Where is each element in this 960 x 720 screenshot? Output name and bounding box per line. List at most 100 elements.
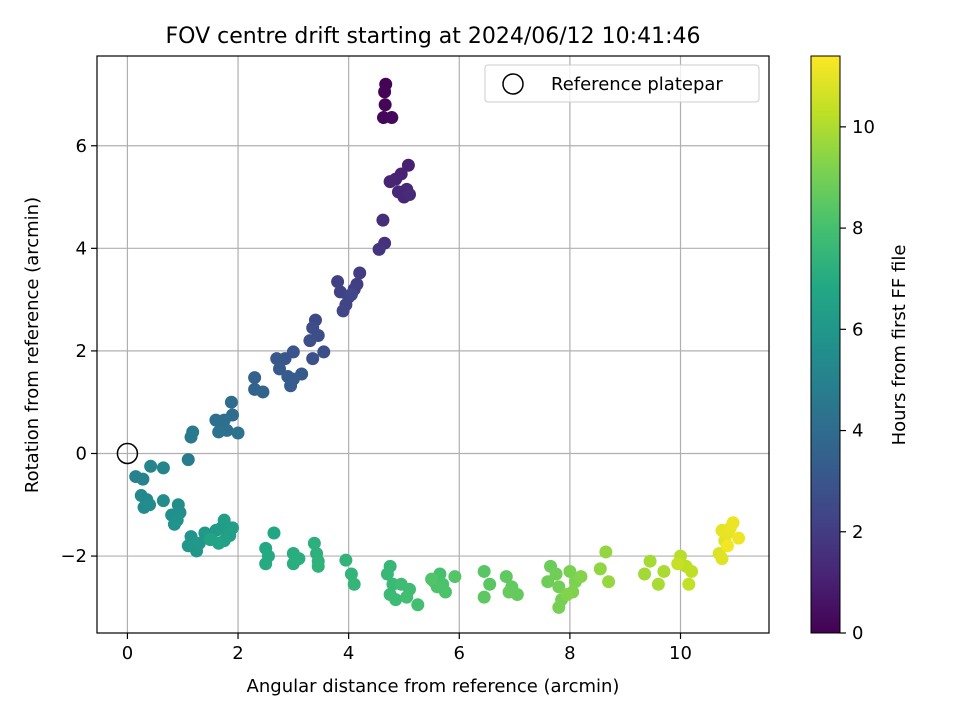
y-tick-label: 2 <box>76 341 87 362</box>
x-tick-label: 4 <box>343 643 354 664</box>
data-point <box>402 187 416 201</box>
data-point <box>259 557 273 571</box>
data-point <box>726 516 740 530</box>
data-point <box>448 570 462 584</box>
data-point <box>721 539 735 553</box>
data-point <box>376 213 390 227</box>
data-point <box>400 590 414 604</box>
data-point <box>212 425 226 439</box>
data-point <box>353 266 367 280</box>
data-point <box>682 577 696 591</box>
data-point <box>477 564 491 578</box>
data-point <box>593 562 607 576</box>
data-point <box>502 585 516 599</box>
data-point <box>143 498 157 512</box>
data-point <box>156 461 170 475</box>
colorbar-label: Hours from first FF file <box>889 245 910 446</box>
data-point <box>378 98 392 112</box>
data-point <box>203 533 217 547</box>
y-tick-label: 4 <box>76 238 87 259</box>
data-point <box>307 536 321 550</box>
data-point <box>599 545 613 559</box>
data-point <box>144 459 158 473</box>
y-tick-label: 6 <box>76 136 87 157</box>
colorbar-tick-label: 8 <box>852 218 863 239</box>
data-point <box>549 567 563 581</box>
data-point <box>643 554 657 568</box>
data-point <box>383 175 397 189</box>
axes-frame <box>96 55 770 634</box>
data-point <box>638 567 652 581</box>
data-point <box>347 577 361 591</box>
data-point <box>248 371 262 385</box>
data-point <box>651 577 665 591</box>
data-point <box>378 85 392 99</box>
legend-box <box>484 64 760 103</box>
data-point <box>273 362 287 376</box>
legend-entry-reference: Reference platepar <box>551 74 723 95</box>
x-tick-label: 2 <box>232 643 243 664</box>
data-point <box>344 287 358 301</box>
data-point <box>499 570 513 584</box>
x-tick-label: 8 <box>564 643 575 664</box>
data-point <box>136 472 150 486</box>
data-point <box>602 575 616 589</box>
data-point <box>284 379 298 393</box>
data-point <box>552 580 566 594</box>
colorbar-tick-label: 10 <box>852 117 875 138</box>
colorbar-ticks: 0 2 4 6 8 10 <box>840 117 875 644</box>
data-point <box>184 430 198 444</box>
data-point <box>311 559 325 573</box>
plot-area: 0 2 4 6 8 10 −2 0 2 4 6 <box>60 55 770 664</box>
data-point <box>217 513 231 527</box>
data-point <box>156 494 170 508</box>
data-point <box>477 590 491 604</box>
x-tick-label: 6 <box>454 643 465 664</box>
data-point <box>411 598 425 612</box>
data-point <box>306 352 320 366</box>
colorbar-tick-label: 0 <box>852 623 863 644</box>
data-point <box>425 572 439 586</box>
colorbar-tick-label: 4 <box>852 421 863 442</box>
data-point <box>574 570 588 584</box>
x-axis-label: Angular distance from reference (arcmin) <box>247 676 620 697</box>
data-point <box>270 352 284 366</box>
data-point <box>560 588 574 602</box>
data-point <box>401 158 415 172</box>
legend-marker-icon <box>502 73 524 95</box>
data-point <box>286 557 300 571</box>
data-point <box>267 526 281 540</box>
x-tick-label: 10 <box>669 643 692 664</box>
colorbar-tick-label: 6 <box>852 319 863 340</box>
data-point <box>344 567 358 581</box>
colorbar-gradient <box>810 55 841 634</box>
data-point <box>671 557 685 571</box>
data-point <box>336 304 350 318</box>
data-point <box>372 242 386 256</box>
data-point <box>732 531 746 545</box>
data-point <box>563 564 577 578</box>
data-point <box>483 577 497 591</box>
data-point <box>317 345 331 359</box>
data-point <box>715 552 729 566</box>
chart-title: FOV centre drift starting at 2024/06/12 … <box>166 24 701 49</box>
y-axis-label: Rotation from reference (arcmin) <box>22 197 43 493</box>
data-point <box>192 536 206 550</box>
data-point <box>541 575 555 589</box>
legend: Reference platepar <box>484 64 760 103</box>
data-point <box>657 564 671 578</box>
colorbar: 0 2 4 6 8 10 Hours from first FF file <box>810 55 910 644</box>
colorbar-tick-label: 2 <box>852 522 863 543</box>
data-point <box>303 334 317 348</box>
reference-platepar-marker <box>116 442 139 465</box>
data-point <box>339 553 353 567</box>
data-point <box>331 275 345 289</box>
y-tick-label: −2 <box>60 546 87 567</box>
data-point <box>685 564 699 578</box>
data-point <box>224 395 238 409</box>
data-point <box>256 385 270 399</box>
data-point <box>181 453 195 467</box>
data-point <box>552 600 566 614</box>
y-tick-label: 0 <box>76 443 87 464</box>
